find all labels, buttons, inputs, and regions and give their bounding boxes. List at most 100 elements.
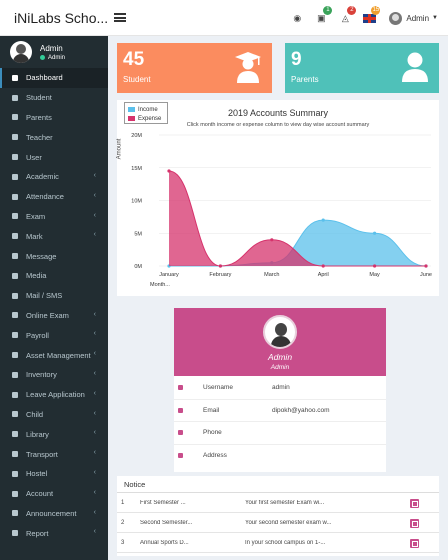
data-point-income[interactable] (373, 231, 377, 235)
menu-toggle-icon[interactable] (114, 13, 126, 22)
header-user-name[interactable]: Admin (406, 13, 430, 23)
caret-down-icon[interactable]: ▼ (432, 15, 438, 21)
student-count-card[interactable]: 45 Student (117, 43, 272, 93)
table-row[interactable]: 3 Annual Sports D... In your school campus… (117, 533, 439, 553)
sidebar-item-label: Inventory (26, 370, 57, 380)
data-point-expense[interactable] (270, 238, 274, 242)
data-point-expense[interactable] (167, 169, 171, 173)
legend-income[interactable]: Income (128, 105, 164, 114)
sidebar-item-inventory[interactable]: Inventory ‹ (0, 365, 108, 385)
notice-title-cell: Annual Sports D... (140, 539, 189, 546)
phone-icon (178, 430, 183, 436)
notice-body-cell: Your first semester Exam wi... (245, 499, 325, 506)
chevron-left-icon: ‹ (93, 468, 96, 476)
app-logo[interactable]: iNiLabs Scho... (14, 9, 108, 26)
language-badge: 15 (371, 6, 381, 15)
sidebar-item-library[interactable]: Library ‹ (0, 424, 108, 444)
data-point-expense[interactable] (373, 264, 377, 268)
sidebar-item-label: Online Exam (26, 310, 69, 320)
sidebar-item-announcement[interactable]: Announcement ‹ (0, 504, 108, 524)
view-notice-button[interactable] (410, 539, 419, 548)
notice-body-cell: Your second semester exam w... (245, 519, 332, 526)
sidebar-user-name: Admin (40, 43, 63, 53)
sidebar-user-role: Admin (48, 54, 66, 61)
parents-count-card[interactable]: 9 Parents (285, 43, 439, 93)
sidebar-item-dashboard[interactable]: Dashboard (0, 68, 108, 88)
sidebar-user-panel: Admin Admin (0, 36, 108, 68)
profile-row-label: Email (203, 406, 220, 414)
attendance-icon (12, 193, 18, 200)
x-axis-title: Month... (150, 282, 170, 288)
graduate-icon (235, 52, 261, 83)
sidebar-item-exam[interactable]: Exam ‹ (0, 207, 108, 227)
table-row[interactable]: 1 First Semester ... Your first semester E… (117, 493, 439, 513)
laptop-icon (12, 74, 18, 81)
student-count: 45 (123, 49, 145, 70)
globe-icon[interactable]: ◉ (293, 12, 302, 23)
sidebar-item-user[interactable]: User (0, 147, 108, 167)
data-point-expense[interactable] (218, 264, 222, 268)
sidebar-item-attendance[interactable]: Attendance ‹ (0, 187, 108, 207)
chart-plot[interactable]: 0M 5M 10M 15M 20M January February March April Ma… (117, 100, 439, 296)
sidebar-item-label: Mail / SMS (26, 291, 63, 301)
sidebar-item-student[interactable]: Student (0, 88, 108, 108)
top-navbar: iNiLabs Scho... ◉ ▣ 1 ◬ 2 15 Admin ▼ (0, 0, 448, 36)
sidebar-item-account[interactable]: Account ‹ (0, 484, 108, 504)
chevron-left-icon: ‹ (93, 389, 96, 397)
y-tick-label: 0M (134, 264, 142, 270)
parents-count: 9 (291, 49, 302, 70)
bell-icon[interactable]: ◬ 2 (333, 0, 357, 36)
sidebar-item-message[interactable]: Message (0, 246, 108, 266)
x-tick-label: February (209, 272, 231, 278)
legend-expense[interactable]: Expense (128, 114, 164, 123)
data-point-income[interactable] (321, 218, 325, 222)
sidebar-item-teacher[interactable]: Teacher (0, 127, 108, 147)
sidebar-item-mail-sms[interactable]: Mail / SMS (0, 286, 108, 306)
bell-badge: 2 (347, 6, 357, 15)
flag-uk-icon (362, 13, 376, 23)
media-icon (12, 272, 18, 279)
table-row[interactable]: 2 Second Semester... Your second semester … (117, 513, 439, 533)
user-icon (12, 134, 18, 141)
leave-icon (12, 391, 18, 398)
data-point-expense[interactable] (424, 264, 428, 268)
view-notice-button[interactable] (410, 499, 419, 508)
notice-index: 3 (121, 539, 125, 546)
envelope-icon (178, 407, 183, 413)
series-area-expense (169, 171, 426, 266)
sidebar-item-academic[interactable]: Academic ‹ (0, 167, 108, 187)
chevron-left-icon: ‹ (93, 369, 96, 377)
avatar[interactable] (389, 11, 403, 25)
chart-legend: Income Expense (124, 102, 168, 124)
sidebar-item-online-exam[interactable]: Online Exam ‹ (0, 306, 108, 326)
chart-subtitle: Click month income or expense column to … (186, 122, 370, 128)
sidebar-item-transport[interactable]: Transport ‹ (0, 444, 108, 464)
sidebar-item-hostel[interactable]: Hostel ‹ (0, 464, 108, 484)
sidebar-item-label: Dashboard (26, 73, 63, 83)
profile-role: Admin (270, 364, 290, 371)
legend-income-swatch (128, 107, 135, 112)
data-point-expense[interactable] (321, 264, 325, 268)
sidebar-item-child[interactable]: Child ‹ (0, 405, 108, 425)
sidebar-item-report[interactable]: Report ‹ (0, 523, 108, 543)
calendar-icon[interactable]: ▣ 1 (309, 0, 333, 36)
chevron-left-icon: ‹ (93, 211, 96, 219)
chevron-left-icon: ‹ (93, 191, 96, 199)
sidebar-item-payroll[interactable]: Payroll ‹ (0, 325, 108, 345)
sidebar-item-label: Child (26, 409, 44, 419)
chevron-left-icon: ‹ (93, 409, 96, 417)
view-notice-button[interactable] (410, 519, 419, 528)
sidebar-item-media[interactable]: Media (0, 266, 108, 286)
sidebar-item-mark[interactable]: Mark ‹ (0, 226, 108, 246)
profile-row-phone: Phone (174, 421, 386, 444)
profile-row-label: Username (203, 383, 233, 391)
child-icon (12, 411, 18, 418)
sidebar-item-leave-application[interactable]: Leave Application ‹ (0, 385, 108, 405)
report-icon (12, 530, 18, 537)
language-button[interactable]: 15 (357, 0, 381, 36)
sidebar-item-asset-management[interactable]: Asset Management ‹ (0, 345, 108, 365)
sidebar-item-label: Report (26, 528, 49, 538)
sidebar-item-label: Student (26, 93, 52, 103)
sidebar-item-parents[interactable]: Parents (0, 108, 108, 128)
sidebar-user-role-line: Admin (40, 55, 65, 61)
